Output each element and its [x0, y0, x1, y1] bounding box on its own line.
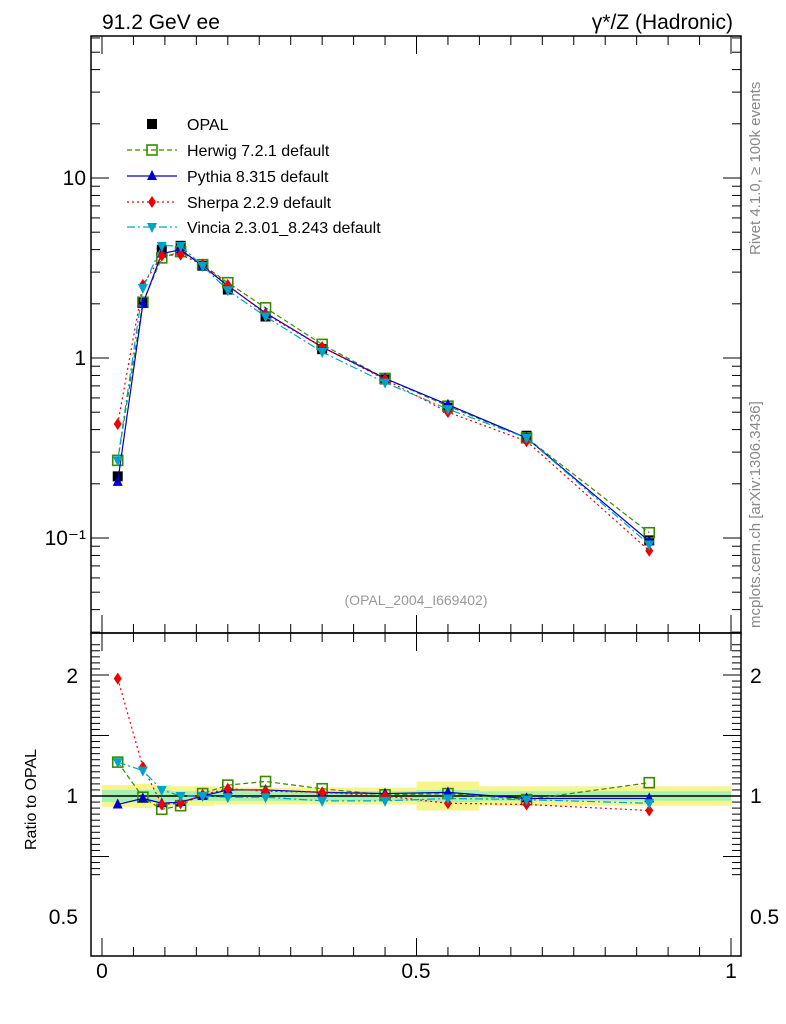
main-line-vincia — [117, 245, 650, 545]
main-series-layer — [111, 240, 656, 557]
legend-label-opal: OPAL — [187, 117, 229, 134]
title-right: γ*/Z (Hadronic) — [592, 11, 733, 34]
main-ytick-label-10: 10 — [63, 167, 86, 190]
legend: OPAL Herwig 7.2.1 default Pythia 8.315 d… — [127, 117, 381, 237]
legend-symbols — [127, 119, 177, 233]
ratio-point-sherpa-11 — [645, 804, 654, 817]
main-point-sherpa-11 — [645, 544, 654, 557]
side-text-mcplots: mcplots.cern.ch [arXiv:1306.3436] — [747, 401, 764, 628]
main-point-vincia-6 — [260, 312, 271, 323]
ratio-point-vincia-7 — [317, 796, 328, 807]
ratio-point-sherpa-5 — [223, 782, 232, 795]
ratio-point-vincia-6 — [260, 793, 271, 804]
ratio-point-vincia-4 — [197, 792, 208, 802]
legend-label-pythia: Pythia 8.315 default — [187, 169, 329, 186]
side-text-rivet: Rivet 4.1.0, ≥ 100k events — [747, 82, 764, 255]
main-point-vincia-1 — [137, 283, 148, 294]
ratio-point-vincia-10 — [521, 795, 532, 806]
legend-label-vincia: Vincia 2.3.01_8.243 default — [187, 220, 381, 237]
ratio-point-sherpa-0 — [113, 672, 122, 685]
main-line-pythia — [117, 248, 650, 542]
ratio-ytick-label-1: 1 — [66, 785, 78, 808]
legend-marker-sherpa — [148, 196, 156, 208]
main-point-vincia-0 — [112, 456, 123, 467]
ratio-y-axis-label: Ratio to OPAL — [23, 749, 40, 850]
ratio-point-vincia-11 — [644, 799, 655, 810]
main-point-vincia-4 — [197, 261, 208, 272]
ratio-ytick-label-right-0.5: 0.5 — [750, 906, 779, 929]
main-point-pythia-0 — [112, 475, 123, 486]
main-point-vincia-9 — [442, 405, 453, 416]
main-point-vincia-7 — [317, 347, 328, 358]
ratio-point-sherpa-7 — [318, 786, 327, 799]
ratio-point-vincia-5 — [222, 793, 233, 804]
xtick-label-0.5: 0.5 — [401, 960, 430, 983]
main-point-sherpa-0 — [113, 417, 122, 430]
ratio-line-sherpa — [117, 678, 650, 812]
main-point-vincia-10 — [521, 433, 532, 444]
main-point-vincia-8 — [380, 378, 391, 389]
ratio-ytick-label-2: 2 — [66, 665, 78, 688]
xtick-label-1: 1 — [725, 960, 737, 983]
ratio-point-pythia-9 — [442, 786, 453, 797]
analysis-watermark: (OPAL_2004_I669402) — [345, 592, 488, 608]
legend-marker-vincia — [147, 223, 157, 233]
ratio-ytick-label-right-1: 1 — [750, 785, 762, 808]
ratio-ytick-label-right-2: 2 — [750, 665, 762, 688]
ratio-point-pythia-1 — [137, 792, 148, 803]
ratio-series-layer — [91, 672, 741, 817]
main-point-sherpa-3 — [176, 248, 185, 261]
ratio-point-vincia-8 — [380, 796, 391, 807]
main-point-vincia-11 — [644, 540, 655, 551]
ratio-point-vincia-9 — [442, 794, 453, 805]
main-point-sherpa-2 — [157, 249, 166, 262]
legend-marker-herwig — [146, 144, 158, 156]
main-point-vincia-5 — [222, 286, 233, 297]
main-point-vincia-3 — [175, 241, 186, 252]
main-point-vincia-2 — [156, 241, 167, 252]
main-ytick-label-1: 1 — [74, 347, 86, 370]
ratio-ytick-label-0.5: 0.5 — [49, 906, 78, 929]
xtick-label-0: 0 — [96, 960, 108, 983]
ratio-point-herwig-11 — [643, 776, 656, 789]
main-ytick-label-0.1: 10⁻¹ — [45, 527, 86, 550]
ratio-point-vincia-1 — [137, 766, 148, 777]
ratio-point-vincia-3 — [175, 792, 186, 802]
main-line-herwig — [117, 250, 650, 534]
ratio-point-vincia-2 — [156, 785, 167, 796]
ratio-point-vincia-0 — [112, 758, 123, 769]
main-line-sherpa — [117, 254, 650, 552]
ratio-line-herwig — [117, 761, 650, 810]
legend-marker-opal — [147, 119, 157, 129]
legend-label-sherpa: Sherpa 2.2.9 default — [187, 195, 332, 212]
ratio-point-sherpa-3 — [176, 797, 185, 810]
ratio-point-pythia-0 — [112, 798, 123, 809]
title-left: 91.2 GeV ee — [102, 11, 220, 34]
ratio-point-sherpa-2 — [157, 798, 166, 811]
axes-frames — [90, 35, 742, 957]
legend-marker-pythia — [147, 170, 157, 180]
legend-label-herwig: Herwig 7.2.1 default — [187, 143, 330, 160]
